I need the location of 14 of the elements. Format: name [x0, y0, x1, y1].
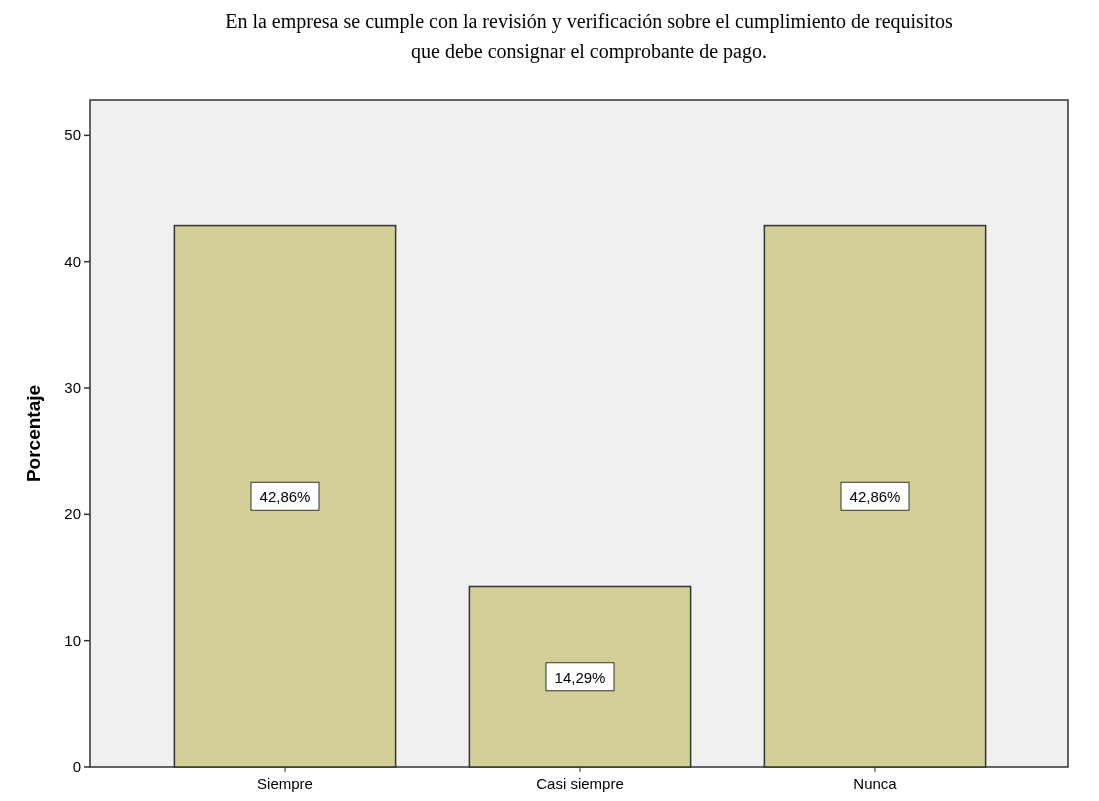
y-tick-label: 40 [64, 252, 81, 270]
chart-title: En la empresa se cumple con la revisión y verificación sobre el cumplimiento de requisitos que debe consignar el comprobante de pago. [225, 10, 953, 63]
data-label: 42,86% [849, 488, 901, 506]
x-tick-label: Casi siempre [536, 775, 624, 792]
y-tick-label: 20 [64, 505, 81, 523]
y-axis-title: Porcentaje [23, 384, 44, 483]
data-label: 14,29% [554, 668, 606, 686]
y-tick-label: 10 [64, 631, 81, 649]
y-tick-label: 50 [64, 126, 81, 144]
y-tick-label: 30 [64, 379, 81, 397]
y-tick-label: 0 [72, 758, 81, 775]
x-tick-label: Siempre [257, 775, 313, 792]
data-label: 42,86% [259, 488, 311, 506]
x-tick-label: Nunca [853, 775, 898, 792]
